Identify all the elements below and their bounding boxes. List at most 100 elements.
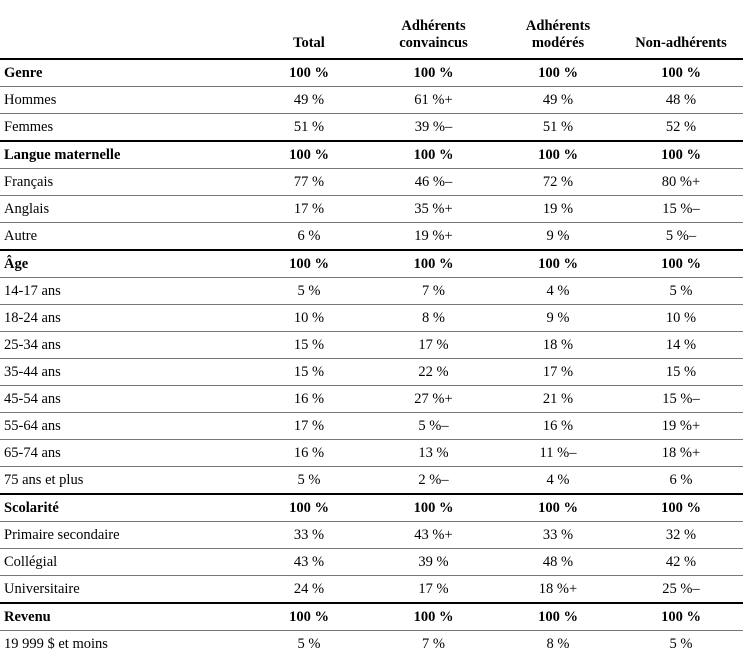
cell-moderes: 8 % [497,630,619,651]
cell-total: 16 % [248,385,370,413]
cell-non-adherents: 5 % [619,630,743,651]
header-moderes: Adhérents modérés [497,0,619,60]
table-row: 45-54 ans 16 % 27 %+ 21 % 15 %– [0,385,743,413]
cell-moderes: 21 % [497,385,619,413]
header-label [0,0,248,60]
cell-moderes: 9 % [497,304,619,332]
cell-label: Primaire secondaire [0,521,248,549]
cell-non-adherents: 100 % [661,64,701,81]
cell-moderes: 100 % [497,602,619,631]
cell-moderes: 11 %– [497,439,619,467]
table-row: 35-44 ans 15 % 22 % 17 % 15 % [0,358,743,386]
cell-total: 100 % [248,602,370,631]
cell-convaincus: 100 % [370,602,497,631]
cell-total: 17 % [248,195,370,223]
cell-label: 19 999 $ et moins [0,630,248,651]
cell-moderes: 4 % [497,277,619,305]
cell-convaincus: 35 %+ [370,195,497,223]
cell-moderes: 49 % [497,86,619,114]
cell-non-adherents: 5 % [619,277,743,305]
table-row: 55-64 ans 17 % 5 %– 16 % 19 %+ [0,412,743,440]
cell-label: 45-54 ans [0,385,248,413]
cell-non-adherents: 15 % [619,358,743,386]
table-row: Anglais 17 % 35 %+ 19 % 15 %– [0,195,743,223]
cell-label: Universitaire [0,575,248,603]
header-moderes-line1: Adhérents [525,17,591,34]
cell-total: 24 % [248,575,370,603]
cell-label: Âge [0,249,248,278]
cell-convaincus: 7 % [370,630,497,651]
cell-total: 5 % [248,466,370,494]
cell-non-adherents: 15 %– [619,385,743,413]
cell-non-adherents: 80 %+ [619,168,743,196]
cell-total: 6 % [248,222,370,250]
cell-total: 100 % [248,493,370,522]
cell-convaincus: 46 %– [370,168,497,196]
cell-convaincus: 100 % [413,64,454,81]
header-non-adherents: Non-adhérents [619,0,743,60]
cell-moderes: 33 % [497,521,619,549]
cell-label: Anglais [0,195,248,223]
cell-non-adherents: 100 % [619,493,743,522]
cell-convaincus: 2 %– [370,466,497,494]
cell-total: 5 % [248,277,370,305]
header-total: Total [248,0,370,60]
cell-total: 17 % [248,412,370,440]
cell-non-adherents: 25 %– [619,575,743,603]
cell-non-adherents: 32 % [619,521,743,549]
table-row: Universitaire 24 % 17 % 18 %+ 25 %– [0,575,743,603]
table-row: Français 77 % 46 %– 72 % 80 %+ [0,168,743,196]
table-body: Genre 100 % 100 % 100 % 100 % Hommes 49 % 61 %+… [0,59,743,651]
cell-label: 65-74 ans [0,439,248,467]
cell-non-adherents: 100 % [619,602,743,631]
cell-label: Français [0,168,248,196]
cell-moderes: 100 % [497,249,619,278]
cell-total: 49 % [248,86,370,114]
cell-non-adherents: 48 % [619,86,743,114]
cell-label: 18-24 ans [0,304,248,332]
cell-moderes: 16 % [497,412,619,440]
cell-moderes: 18 % [497,331,619,359]
cell-label: 14-17 ans [0,277,248,305]
cell-convaincus: 13 % [370,439,497,467]
cell-label: 35-44 ans [0,358,248,386]
cell-moderes: 17 % [497,358,619,386]
cell-non-adherents: 100 % [619,140,743,169]
cell-convaincus: 22 % [370,358,497,386]
cell-convaincus: 100 % [370,249,497,278]
section-row: Langue maternelle 100 % 100 % 100 % 100 % [0,140,743,169]
section-row: Revenu 100 % 100 % 100 % 100 % [0,602,743,631]
cell-moderes: 19 % [497,195,619,223]
table-row: Femmes 51 % 39 %– 51 % 52 % [0,113,743,141]
cell-convaincus: 27 %+ [370,385,497,413]
cell-convaincus: 7 % [370,277,497,305]
table-row: Autre 6 % 19 %+ 9 % 5 %– [0,222,743,250]
cell-convaincus: 8 % [370,304,497,332]
cell-moderes: 4 % [497,466,619,494]
section-row: Scolarité 100 % 100 % 100 % 100 % [0,493,743,522]
cell-convaincus: 39 %– [370,113,497,141]
cell-total: 5 % [248,630,370,651]
table-row: Hommes 49 % 61 %+ 49 % 48 % [0,86,743,114]
cell-label: Femmes [0,113,248,141]
cell-non-adherents: 14 % [619,331,743,359]
cell-convaincus: 19 %+ [370,222,497,250]
table-header: Total Adhérents convaincus Adhérents modér… [0,0,743,60]
cell-moderes: 100 % [538,64,578,81]
cell-total: 10 % [248,304,370,332]
cell-non-adherents: 5 %– [619,222,743,250]
cell-total: 100 % [248,140,370,169]
table-row: 65-74 ans 16 % 13 % 11 %– 18 %+ [0,439,743,467]
cell-label: Langue maternelle [0,140,248,169]
table-row: 25-34 ans 15 % 17 % 18 % 14 % [0,331,743,359]
cell-non-adherents: 19 %+ [619,412,743,440]
cell-non-adherents: 6 % [619,466,743,494]
cell-moderes: 9 % [497,222,619,250]
table-row: 19 999 $ et moins 5 % 7 % 8 % 5 % [0,630,743,651]
cell-total: 43 % [248,548,370,576]
header-convaincus-line1: Adhérents [401,17,466,34]
cell-non-adherents: 42 % [619,548,743,576]
header-row: Total Adhérents convaincus Adhérents modér… [0,0,743,60]
cell-moderes: 100 % [497,493,619,522]
